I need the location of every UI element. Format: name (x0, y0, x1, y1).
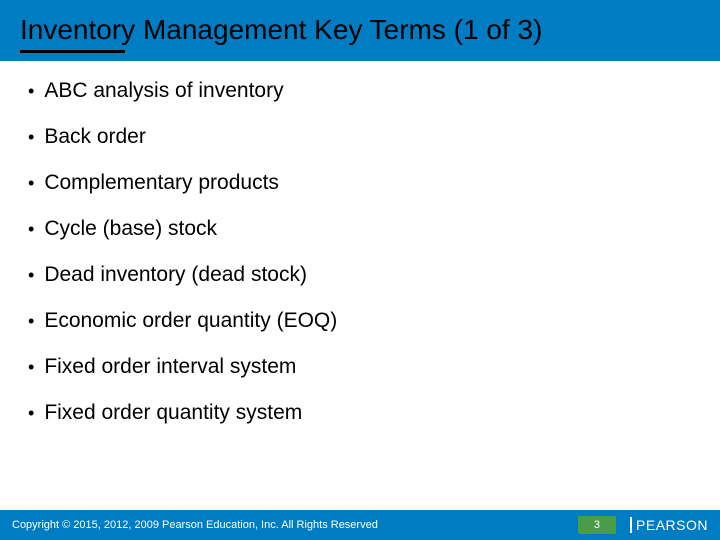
logo-bar-icon (630, 517, 632, 533)
bullet-icon: • (28, 401, 34, 425)
bullet-icon: • (28, 263, 34, 287)
slide-title: Inventory Management Key Terms (1 of 3) (20, 12, 700, 47)
title-bar: Inventory Management Key Terms (1 of 3) (0, 0, 720, 61)
pearson-logo: PEARSON (630, 517, 708, 533)
content-area: • ABC analysis of inventory • Back order… (0, 61, 720, 425)
bullet-text: Back order (44, 125, 146, 149)
copyright-text: Copyright © 2015, 2012, 2009 Pearson Edu… (12, 519, 578, 531)
footer-bar: Copyright © 2015, 2012, 2009 Pearson Edu… (0, 510, 720, 540)
list-item: • Fixed order quantity system (28, 401, 692, 425)
bullet-icon: • (28, 171, 34, 195)
bullet-text: Dead inventory (dead stock) (44, 263, 307, 287)
bullet-icon: • (28, 355, 34, 379)
list-item: • Back order (28, 125, 692, 149)
bullet-text: Economic order quantity (EOQ) (44, 309, 337, 333)
bullet-text: Fixed order interval system (44, 355, 296, 379)
bullet-icon: • (28, 309, 34, 333)
bullet-text: Cycle (base) stock (44, 217, 217, 241)
list-item: • Complementary products (28, 171, 692, 195)
list-item: • Dead inventory (dead stock) (28, 263, 692, 287)
bullet-icon: • (28, 79, 34, 103)
bullet-icon: • (28, 125, 34, 149)
list-item: • Economic order quantity (EOQ) (28, 309, 692, 333)
bullet-text: ABC analysis of inventory (44, 79, 283, 103)
list-item: • Fixed order interval system (28, 355, 692, 379)
bullet-text: Fixed order quantity system (44, 401, 302, 425)
title-underline (20, 50, 125, 53)
logo-text: PEARSON (636, 517, 708, 533)
list-item: • ABC analysis of inventory (28, 79, 692, 103)
list-item: • Cycle (base) stock (28, 217, 692, 241)
bullet-text: Complementary products (44, 171, 279, 195)
page-number-badge: 3 (578, 516, 616, 534)
bullet-icon: • (28, 217, 34, 241)
